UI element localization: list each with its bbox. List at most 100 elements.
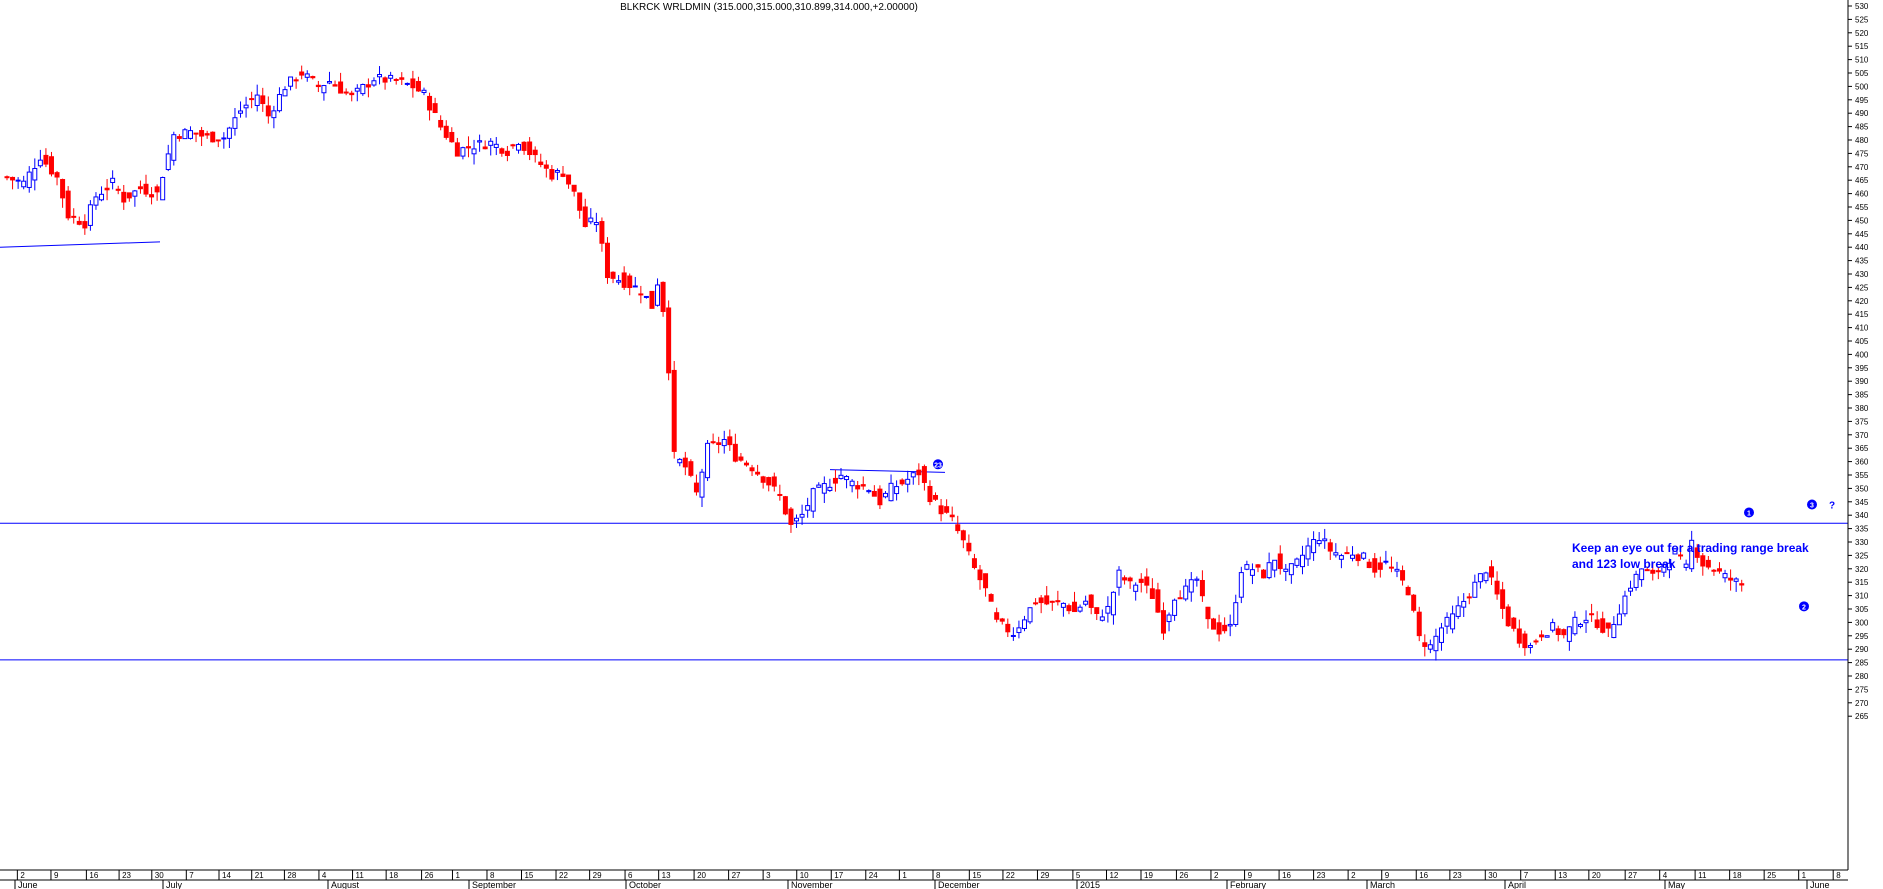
x-day-label: 23: [122, 871, 131, 880]
candle-body: [688, 461, 694, 476]
candle-body: [927, 485, 933, 503]
candle-body: [521, 141, 527, 151]
candle-body: [1160, 610, 1166, 634]
candle-body: [627, 275, 633, 289]
candle-body: [1678, 554, 1684, 557]
y-tick-label: 490: [1855, 109, 1869, 118]
x-day-label: 23: [1317, 871, 1326, 880]
candle-body: [1038, 597, 1044, 604]
candle-body: [276, 94, 282, 112]
x-day-label: 20: [697, 871, 706, 880]
candle-body: [766, 477, 772, 486]
candle-body: [905, 478, 911, 485]
candle-body: [1127, 577, 1133, 582]
candle-body: [1711, 569, 1717, 572]
candle-body: [1522, 633, 1528, 649]
support-resistance-lines: [0, 522, 1848, 661]
x-axis: 2 9 16 23 30 7 14 21 28 4 11 18 26 1 8 15 22 29 6 13 20 27 3 10…: [0, 869, 1848, 889]
candle-body: [1216, 622, 1222, 635]
candle-body: [143, 183, 149, 195]
y-tick-label: 515: [1855, 42, 1869, 51]
candle-body: [432, 103, 438, 114]
candle-body: [1639, 568, 1645, 581]
y-tick-label: 355: [1855, 471, 1869, 480]
candle-body: [621, 272, 627, 288]
candle-body: [571, 184, 577, 192]
candle-body: [1605, 622, 1611, 629]
candle-body: [582, 206, 588, 228]
candle-body: [949, 514, 955, 518]
candle-body: [1238, 572, 1244, 598]
candle-body: [315, 84, 321, 88]
candle-body: [1394, 568, 1400, 572]
candle-body: [827, 486, 833, 491]
x-day-label: 10: [800, 871, 809, 880]
candle-body: [693, 482, 699, 493]
candle-body: [43, 154, 49, 165]
candle-body: [1261, 569, 1267, 579]
x-day-label: 1: [455, 871, 460, 880]
candle-body: [1644, 569, 1650, 572]
x-day-label: 5: [1076, 871, 1081, 880]
candle-body: [260, 95, 266, 105]
y-tick-label: 340: [1855, 511, 1869, 520]
y-tick-label: 295: [1855, 632, 1869, 641]
candle-body: [410, 78, 416, 89]
candle-body: [799, 513, 805, 518]
candle-body: [782, 496, 788, 515]
candle-body: [1472, 581, 1478, 598]
y-tick-label: 395: [1855, 364, 1869, 373]
candle-body: [1094, 607, 1100, 614]
candle-body: [271, 110, 277, 119]
candle-body: [421, 89, 427, 94]
candle-body: [87, 204, 93, 226]
candle-body: [666, 307, 672, 374]
candle-body: [1655, 570, 1661, 573]
x-month-label: December: [938, 880, 980, 889]
candle-body: [994, 612, 1000, 620]
x-day-label: 14: [222, 871, 231, 880]
x-month-label: October: [629, 880, 661, 889]
x-day-label: 4: [1663, 871, 1668, 880]
y-tick-label: 385: [1855, 391, 1869, 400]
candle-body: [632, 285, 638, 288]
candle-body: [755, 471, 761, 475]
candle-body: [354, 87, 360, 92]
candle-body: [1566, 626, 1572, 642]
wave-markers: 123 ?23: [933, 459, 1835, 612]
y-axis: 265 270 275 280 285 290 295 300 305 310 315 320 325 3…: [1847, 0, 1869, 870]
y-tick-label: 305: [1855, 605, 1869, 614]
trend-lines: [0, 241, 946, 473]
y-tick-label: 520: [1855, 29, 1869, 38]
candle-body: [716, 442, 722, 445]
candle-body: [599, 221, 605, 244]
y-tick-label: 315: [1855, 578, 1869, 587]
candle-body: [160, 176, 166, 201]
y-tick-label: 525: [1855, 15, 1869, 24]
candle-body: [210, 131, 216, 143]
candle-body: [221, 137, 227, 140]
x-day-label: 7: [189, 871, 194, 880]
candle-body: [137, 186, 143, 190]
candle-body: [860, 484, 866, 487]
candle-body: [1672, 548, 1678, 555]
candle-body: [1149, 588, 1155, 599]
candle-body: [126, 192, 132, 199]
y-tick-label: 420: [1855, 297, 1869, 306]
candle-body: [1700, 555, 1706, 567]
candle-body: [1021, 619, 1027, 629]
y-tick-label: 270: [1855, 699, 1869, 708]
candle-body: [960, 530, 966, 541]
x-day-label: 18: [389, 871, 398, 880]
annotations: Keep an eye out for a trading range brea…: [1572, 541, 1809, 571]
y-tick-label: 530: [1855, 2, 1869, 11]
candle-body: [1383, 560, 1389, 563]
candle-body: [1344, 552, 1350, 555]
candle-body: [1122, 577, 1128, 581]
x-day-label: 16: [1282, 871, 1291, 880]
candle-body: [132, 190, 138, 197]
candle-body: [616, 280, 622, 283]
x-day-label: 11: [1698, 871, 1707, 880]
candle-body: [110, 177, 116, 184]
candle-body: [671, 369, 677, 452]
